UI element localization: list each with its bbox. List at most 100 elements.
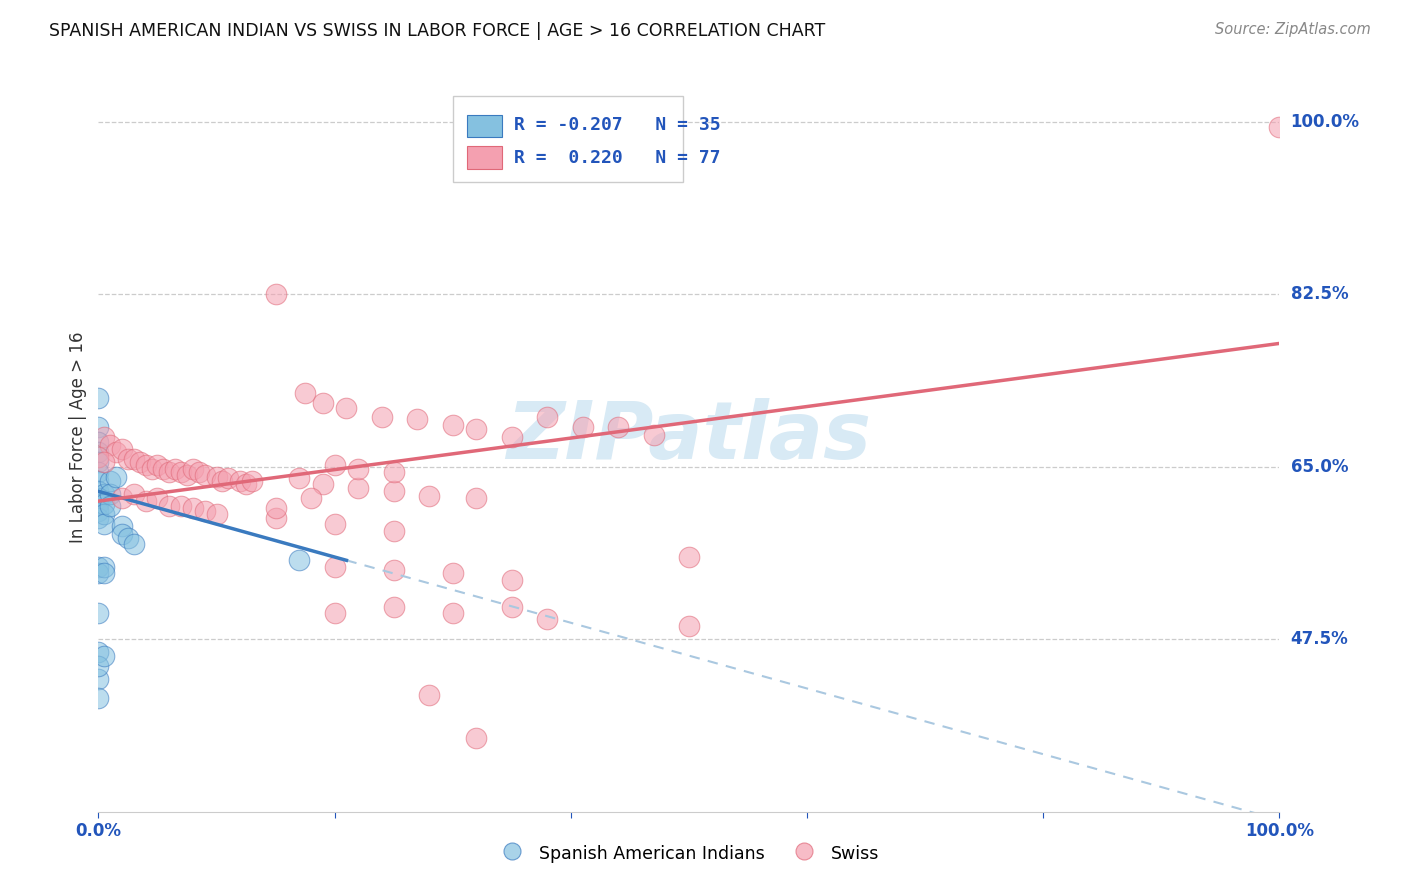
Text: 65.0%: 65.0% [1291, 458, 1348, 475]
Point [98, 499, 121, 513]
Point [323, 606, 346, 620]
Point [87, 455, 110, 469]
Point [418, 489, 440, 503]
Point [441, 418, 464, 433]
Point [382, 465, 405, 479]
Point [93, 430, 115, 444]
Point [323, 560, 346, 574]
Point [205, 469, 228, 483]
Point [441, 566, 464, 581]
Bar [453, 96, 683, 182]
Point [93, 648, 115, 663]
Point [146, 491, 169, 506]
Point [111, 491, 134, 506]
Point [501, 430, 523, 444]
Text: 47.5%: 47.5% [1291, 630, 1348, 648]
Point [87, 511, 110, 525]
Point [87, 465, 110, 479]
Point [441, 606, 464, 620]
Point [264, 501, 287, 516]
Point [181, 461, 204, 475]
Legend: Spanish American Indians, Swiss: Spanish American Indians, Swiss [492, 836, 886, 871]
Point [157, 465, 180, 479]
Point [465, 422, 488, 436]
Point [335, 401, 357, 415]
Point [678, 619, 700, 633]
Point [240, 475, 263, 489]
Text: R =  0.220   N = 77: R = 0.220 N = 77 [515, 149, 721, 167]
Point [382, 484, 405, 499]
Point [288, 471, 311, 485]
Point [111, 442, 134, 456]
Point [93, 497, 115, 511]
Point [135, 494, 157, 508]
Point [187, 465, 209, 479]
Point [135, 458, 157, 472]
Text: 100.0%: 100.0% [1291, 112, 1360, 130]
Point [465, 491, 488, 506]
Point [87, 658, 110, 673]
Point [382, 599, 405, 614]
Point [406, 412, 429, 426]
Point [141, 461, 163, 475]
Point [170, 499, 193, 513]
Point [347, 481, 370, 495]
Bar [467, 146, 502, 169]
Point [181, 501, 204, 516]
Point [371, 410, 394, 425]
Point [111, 518, 134, 533]
Point [93, 507, 115, 521]
Point [87, 450, 110, 464]
Point [347, 461, 370, 475]
Point [105, 469, 128, 483]
Point [264, 511, 287, 525]
Point [501, 599, 523, 614]
Bar [467, 115, 502, 137]
Point [176, 467, 198, 482]
Point [157, 499, 180, 513]
Point [643, 428, 665, 442]
Point [312, 477, 335, 491]
Point [87, 475, 110, 489]
Point [418, 689, 440, 703]
Point [87, 566, 110, 581]
Point [93, 455, 115, 469]
Point [87, 672, 110, 686]
Text: ZIPatlas: ZIPatlas [506, 398, 872, 476]
Point [217, 471, 239, 485]
Point [98, 487, 121, 501]
Point [294, 385, 316, 400]
Point [152, 461, 174, 475]
Text: R = -0.207   N = 35: R = -0.207 N = 35 [515, 116, 721, 134]
Point [194, 504, 217, 518]
Point [299, 491, 322, 506]
Point [264, 287, 287, 301]
Point [323, 516, 346, 531]
Point [536, 410, 558, 425]
Point [105, 445, 128, 459]
Text: SPANISH AMERICAN INDIAN VS SWISS IN LABOR FORCE | AGE > 16 CORRELATION CHART: SPANISH AMERICAN INDIAN VS SWISS IN LABO… [49, 22, 825, 40]
Point [465, 731, 488, 745]
Point [87, 420, 110, 434]
Point [229, 475, 252, 489]
Point [678, 550, 700, 565]
Point [87, 497, 110, 511]
Point [382, 524, 405, 538]
Point [465, 129, 488, 144]
Point [87, 560, 110, 574]
Point [128, 455, 150, 469]
Point [122, 536, 145, 550]
Point [87, 645, 110, 659]
Point [87, 391, 110, 405]
Point [146, 458, 169, 472]
Point [122, 451, 145, 466]
Point [165, 461, 187, 475]
Point [501, 573, 523, 587]
Point [93, 487, 115, 501]
Point [323, 458, 346, 472]
Point [194, 467, 217, 482]
Point [87, 435, 110, 450]
Point [98, 438, 121, 452]
Point [117, 531, 139, 545]
Point [571, 420, 593, 434]
